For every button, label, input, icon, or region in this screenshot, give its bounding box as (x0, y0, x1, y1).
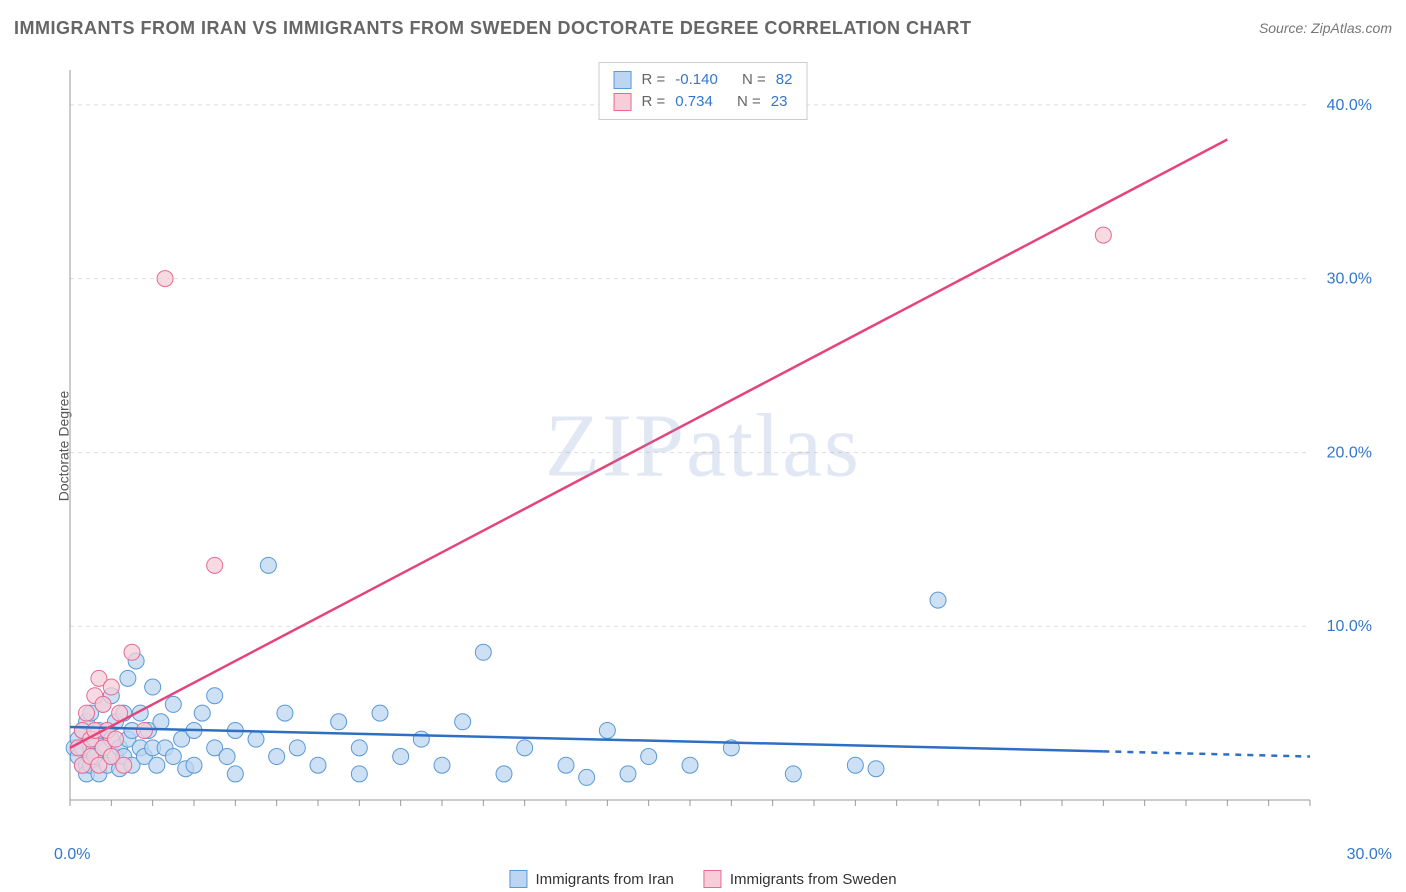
svg-text:40.0%: 40.0% (1327, 97, 1372, 114)
stats-row-sweden: R = 0.734 N = 23 (614, 91, 793, 113)
plot-area: 10.0% 20.0% 30.0% 40.0% (60, 60, 1380, 830)
r-value-1: 0.734 (675, 91, 713, 113)
swatch-sweden (614, 93, 632, 111)
r-label-1: R = (642, 91, 666, 113)
legend-label-iran: Immigrants from Iran (535, 871, 673, 888)
source-attribution: Source: ZipAtlas.com (1259, 20, 1392, 36)
svg-text:10.0%: 10.0% (1327, 618, 1372, 635)
swatch-iran (614, 71, 632, 89)
n-value-0: 82 (776, 69, 793, 91)
x-tick-max: 30.0% (1347, 846, 1392, 864)
legend-label-sweden: Immigrants from Sweden (730, 871, 897, 888)
series-legend: Immigrants from Iran Immigrants from Swe… (509, 870, 896, 888)
svg-text:30.0%: 30.0% (1327, 271, 1372, 288)
stats-row-iran: R = -0.140 N = 82 (614, 69, 793, 91)
stats-legend: R = -0.140 N = 82 R = 0.734 N = 23 (599, 62, 808, 120)
n-label-0: N = (742, 69, 766, 91)
chart-container: IMMIGRANTS FROM IRAN VS IMMIGRANTS FROM … (0, 0, 1406, 892)
chart-title: IMMIGRANTS FROM IRAN VS IMMIGRANTS FROM … (14, 18, 971, 39)
legend-swatch-iran (509, 870, 527, 888)
scatter-chart-svg: 10.0% 20.0% 30.0% 40.0% (60, 60, 1380, 830)
legend-swatch-sweden (704, 870, 722, 888)
n-value-1: 23 (771, 91, 788, 113)
x-tick-min: 0.0% (54, 846, 90, 864)
svg-text:20.0%: 20.0% (1327, 444, 1372, 461)
n-label-1: N = (737, 91, 761, 113)
r-value-0: -0.140 (675, 69, 718, 91)
legend-item-iran: Immigrants from Iran (509, 870, 673, 888)
legend-item-sweden: Immigrants from Sweden (704, 870, 897, 888)
r-label-0: R = (642, 69, 666, 91)
